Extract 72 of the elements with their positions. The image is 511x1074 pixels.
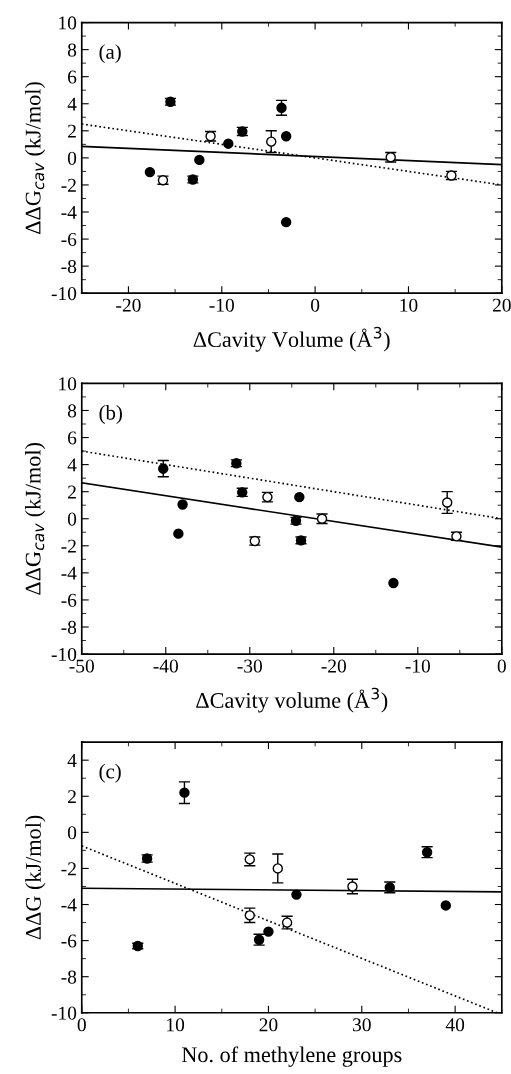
point <box>294 491 305 503</box>
y-tick-label: -2 <box>61 178 76 192</box>
x-axis-title: ΔCavity volume (Å$^{3}$) <box>196 687 388 713</box>
y-tick-label: 0 <box>67 512 77 526</box>
point <box>263 926 274 937</box>
point <box>291 889 302 900</box>
annotation: (a) <box>99 44 121 64</box>
y-tick-label: -4 <box>61 566 77 580</box>
y-tick-label: -10 <box>51 287 77 301</box>
y-tick-label: 0 <box>67 826 77 840</box>
point <box>194 154 205 166</box>
y-axis-title: ΔΔG$_{cav}$ (kJ/mol) <box>24 443 46 595</box>
annotation: (c) <box>99 763 121 783</box>
point <box>177 499 188 510</box>
y-tick-label: 8 <box>67 404 77 418</box>
x-axis-title: No. of methylene groups <box>181 1046 402 1067</box>
x-tick-label: 30 <box>353 1018 371 1032</box>
y-tick-label: -6 <box>61 934 77 948</box>
point <box>441 497 453 508</box>
y-tick-label: 6 <box>68 70 77 84</box>
y-tick-label: 8 <box>67 43 77 57</box>
y-tick-label: -2 <box>61 862 76 876</box>
x-tick-label: 20 <box>259 1018 278 1032</box>
point <box>266 136 277 147</box>
point <box>144 166 156 178</box>
y-tick-label: 0 <box>67 151 77 165</box>
y-tick-label: -4 <box>61 898 77 912</box>
point <box>173 528 184 539</box>
y-tick-label: 4 <box>67 458 77 472</box>
y-tick-label: -8 <box>61 259 77 274</box>
x-tick-label: 10 <box>167 1018 185 1032</box>
y-tick-label: -8 <box>61 970 77 984</box>
y-tick-label: -4 <box>61 205 77 219</box>
y-tick-label: 4 <box>67 754 77 767</box>
y-tick-label: -10 <box>51 1006 77 1020</box>
y-tick-label: -6 <box>61 593 77 607</box>
x-tick-label: -10 <box>209 298 234 312</box>
y-tick-label: 2 <box>68 124 76 138</box>
y-tick-label: 2 <box>68 485 76 499</box>
y-tick-label: -10 <box>51 647 77 661</box>
x-tick-label: -50 <box>69 659 94 673</box>
x-tick-label: 0 <box>77 1018 86 1032</box>
point <box>158 463 169 474</box>
y-tick-label: -2 <box>61 539 76 553</box>
annotation: (b) <box>99 405 122 424</box>
x-tick-label: 40 <box>445 1018 465 1032</box>
y-tick-label: -8 <box>61 620 77 634</box>
x-axis-title: ΔCavity Volume (Å$^{3}$) <box>193 326 390 352</box>
x-tick-label: 20 <box>492 298 511 312</box>
y-tick-label: -6 <box>61 232 77 247</box>
point <box>440 900 452 911</box>
x-tick-label: -40 <box>153 659 178 673</box>
x-tick-label: -10 <box>405 659 431 673</box>
point <box>223 138 234 149</box>
point <box>272 863 283 874</box>
x-tick-label: 10 <box>400 298 418 312</box>
y-tick-label: 10 <box>59 377 77 391</box>
point <box>280 216 292 228</box>
point <box>179 787 190 798</box>
point <box>388 577 399 589</box>
y-axis-title: ΔΔG$_{cav}$ (kJ/mol) <box>24 82 46 234</box>
y-axis-title: ΔΔG (kJ/mol) <box>25 815 46 940</box>
y-tick-label: 2 <box>68 790 76 804</box>
point <box>280 131 292 142</box>
y-tick-label: 10 <box>59 16 77 30</box>
x-tick-label: -20 <box>321 659 346 673</box>
x-tick-label: -20 <box>116 298 141 312</box>
x-tick-label: 0 <box>311 298 320 312</box>
y-tick-label: 6 <box>68 431 77 445</box>
x-tick-label: 0 <box>497 659 506 673</box>
x-tick-label: -30 <box>237 659 262 673</box>
y-tick-label: 4 <box>67 97 77 111</box>
